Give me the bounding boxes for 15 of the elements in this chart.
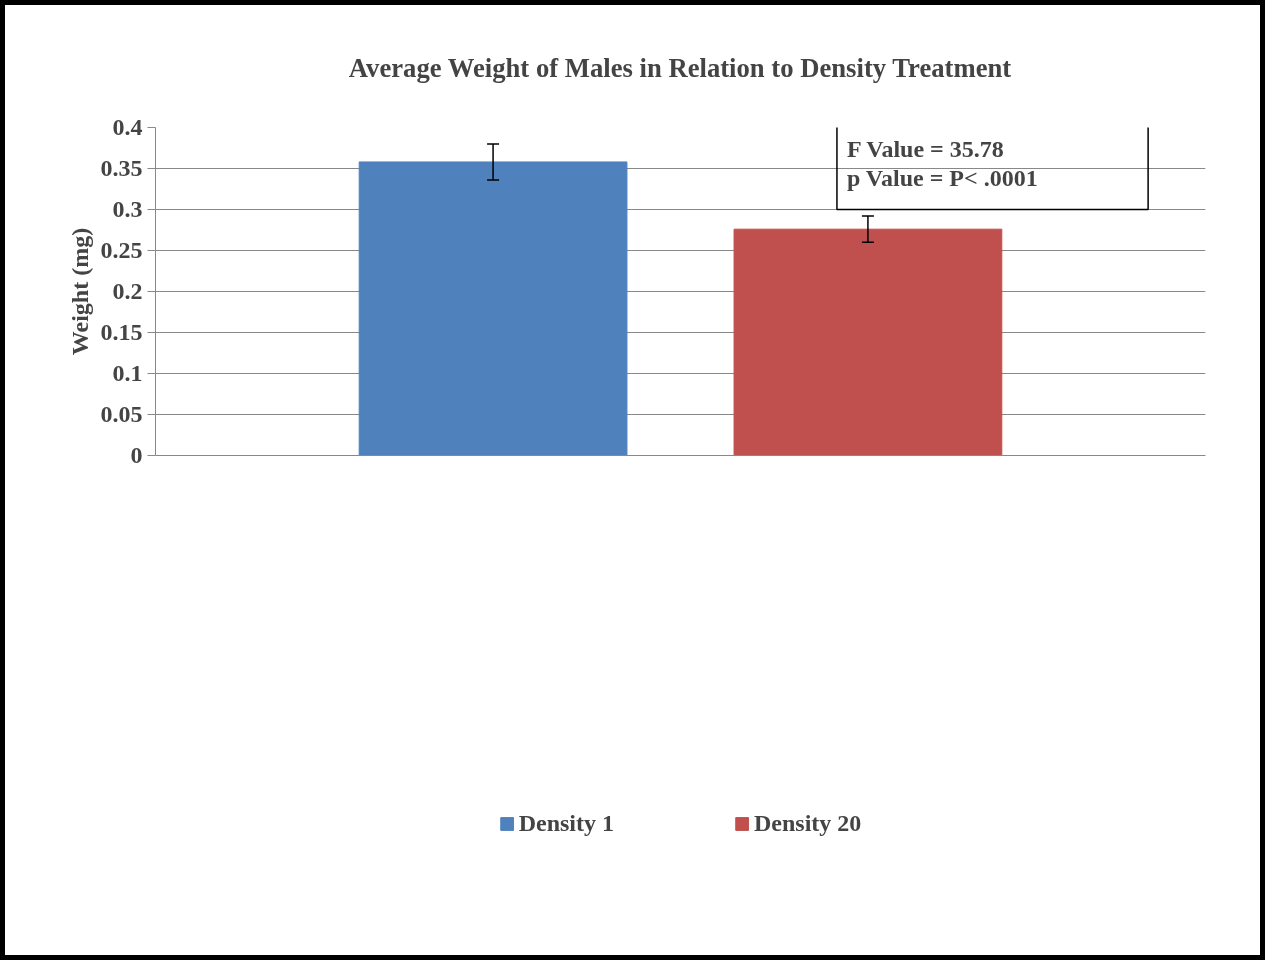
annotation: F Value = 35.78 xyxy=(846,135,1004,162)
y-tick-label: 0.4 xyxy=(112,114,143,140)
annotation: p Value = P< .0001 xyxy=(846,165,1038,192)
y-tick-label: 0 xyxy=(130,442,143,468)
y-tick-label: 0.1 xyxy=(112,360,143,386)
y-axis-title: Weight (mg) xyxy=(66,227,93,356)
y-tick-label: 0.2 xyxy=(112,278,143,304)
y-tick-label: 0.3 xyxy=(112,196,143,222)
chart-title: Average Weight of Males in Relation to Density Treatment xyxy=(348,52,1012,83)
y-tick-label: 0.25 xyxy=(100,237,143,263)
y-tick-label: 0.05 xyxy=(100,401,143,427)
legend-label: Density 20 xyxy=(754,809,862,837)
y-tick-label: 0.15 xyxy=(100,319,143,345)
legend-label: Density 1 xyxy=(518,809,614,837)
y-tick-label: 0.35 xyxy=(100,155,143,181)
